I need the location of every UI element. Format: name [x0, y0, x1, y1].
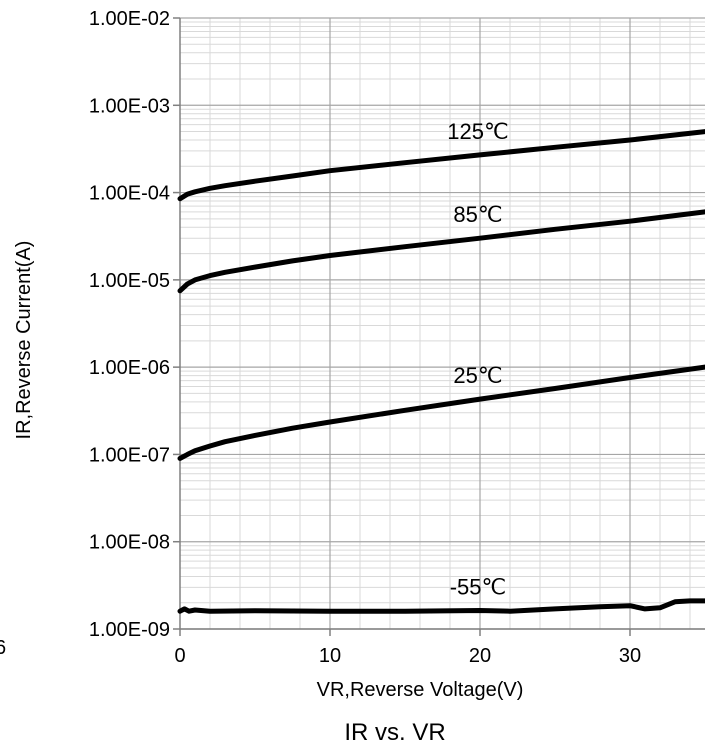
series-line [177, 129, 705, 202]
chart-title: IR vs. VR [344, 719, 445, 746]
x-tick-label: 30 [619, 645, 641, 667]
series-label: 25℃ [453, 363, 502, 388]
series-labels: 125℃ 85℃ 25℃ -55℃ [447, 119, 508, 600]
x-tick-label: 0 [174, 645, 185, 667]
axes [173, 17, 705, 636]
x-axis-title: VR,Reverse Voltage(V) [317, 679, 524, 701]
x-tick-labels: 0 10 20 30 [174, 645, 641, 667]
series-line [177, 209, 705, 294]
series-line [177, 598, 705, 614]
x-tick-label: 10 [319, 645, 341, 667]
y-tick-label: 1.00E-07 [89, 444, 170, 466]
y-tick-label: 1.00E-02 [89, 8, 170, 30]
y-tick-label: 1.00E-09 [89, 619, 170, 641]
series-line [177, 364, 705, 461]
y-tick-label: 1.00E-08 [89, 532, 170, 554]
y-tick-label: 1.00E-05 [89, 270, 170, 292]
series-label: 85℃ [453, 202, 502, 227]
y-tick-label: 1.00E-03 [89, 95, 170, 117]
series-label: 125℃ [447, 119, 508, 144]
y-tick-labels: 1.00E-09 1.00E-08 1.00E-07 1.00E-06 1.00E-05… [89, 8, 170, 641]
grid [180, 17, 705, 630]
series-lines [177, 129, 705, 614]
edge-label: 6 [0, 637, 6, 659]
series-label: -55℃ [450, 574, 507, 599]
y-tick-label: 1.00E-04 [89, 183, 170, 205]
x-tick-label: 20 [469, 645, 491, 667]
y-axis-title: IR,Reverse Current(A) [13, 241, 35, 440]
y-tick-label: 1.00E-06 [89, 357, 170, 379]
